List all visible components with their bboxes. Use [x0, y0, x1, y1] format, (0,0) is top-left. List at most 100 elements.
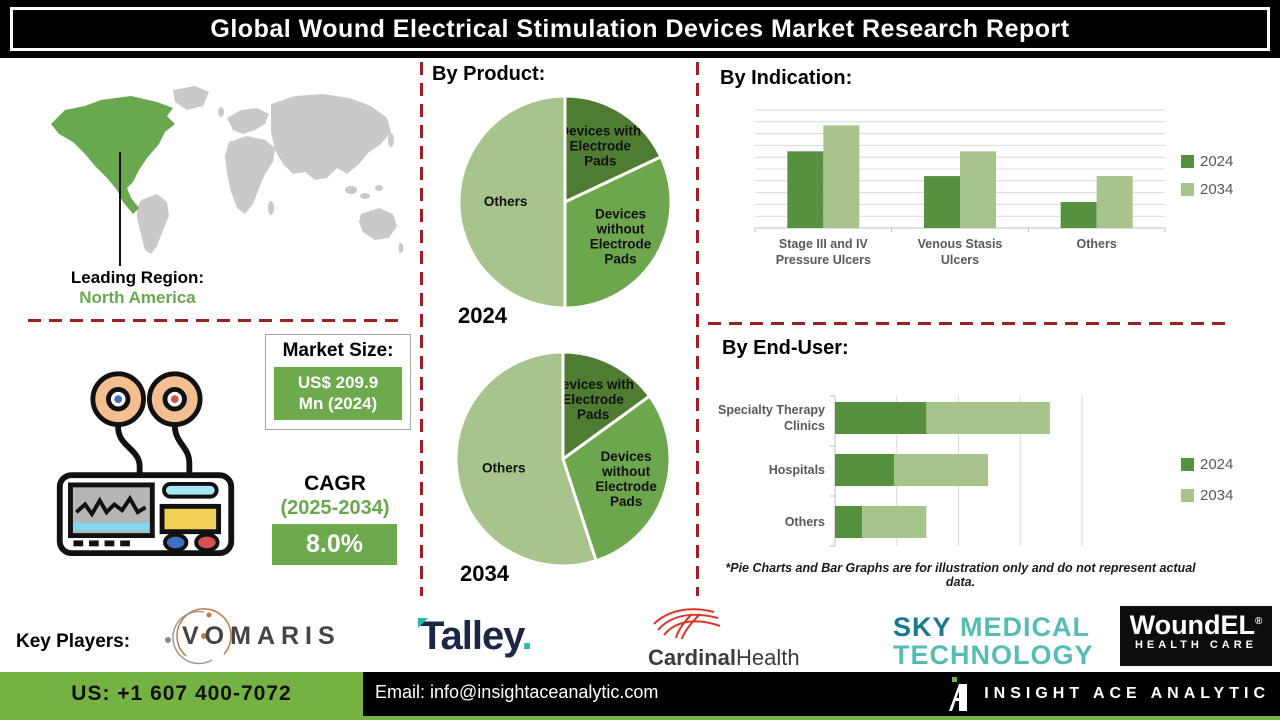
europe-shape: [227, 108, 269, 134]
pie-slice: [454, 350, 598, 568]
bar-2024: [787, 151, 824, 228]
waveform: [75, 494, 147, 518]
end-user-legend: 2024 2034: [1181, 456, 1233, 504]
cagr-period: (2025-2034): [280, 497, 390, 519]
device-button-red: [194, 532, 220, 553]
pie-slice-label: Others: [482, 460, 526, 475]
technology-wordmark: TECHNOLOGY: [893, 640, 1094, 671]
pie-slice-label: Devices with Electrode Pads: [559, 124, 641, 169]
legend-label: 2024: [1200, 456, 1234, 473]
madagascar-shape: [268, 201, 274, 215]
footer-phone-block: US: +1 607 400-7072: [0, 672, 363, 716]
category-label: Hospitals: [769, 463, 825, 477]
bar-2034: [960, 151, 996, 228]
talley-accent-icon: [418, 618, 428, 628]
by-indication-heading: By Indication:: [720, 67, 853, 89]
category-label: Venous Stasis Ulcers: [918, 237, 1003, 267]
divider-vertical-1: [420, 62, 423, 596]
bar-segment-2024: [835, 454, 895, 486]
cardinal-health-logo: CardinalHealth: [648, 602, 800, 671]
talley-wordmark: Talley: [420, 614, 522, 658]
device-button-blue: [163, 532, 189, 553]
pie-slice: [561, 350, 652, 462]
leading-region-value: North America: [79, 288, 196, 307]
email-address: Email: info@insightaceanalytic.com: [375, 682, 659, 702]
bar-segment-2034: [926, 402, 1050, 434]
category-label: Others: [1077, 237, 1117, 251]
woundel-subtitle: HEALTH CARE: [1134, 639, 1257, 652]
bar-2024: [924, 176, 960, 228]
divider-vertical-2: [696, 62, 699, 596]
product-pie-2034: Devices with Electrode Pads Devices without E…: [454, 350, 672, 568]
bar-2034: [1096, 176, 1133, 228]
cardinal-wordmark-regular: Health: [736, 645, 800, 670]
legend-label: 2024: [1200, 153, 1234, 170]
bar-2034: [823, 125, 860, 228]
legend-item: 2034: [1181, 487, 1233, 504]
uk-shape: [218, 107, 224, 117]
bar-segment-2034: [894, 454, 989, 486]
world-map: [51, 86, 404, 254]
pie-slice-label: Devices with Electrode Pads: [552, 377, 634, 422]
key-players-label: Key Players:: [16, 631, 131, 652]
vomaris-wordmark: VOMARIS: [182, 622, 341, 650]
pie-slice: [457, 94, 567, 310]
bar-segment-2024: [835, 402, 927, 434]
island-shape: [375, 185, 383, 191]
category-label: Stage III and IV Pressure Ulcers: [776, 237, 871, 267]
market-size-label: Market Size:: [282, 340, 394, 361]
brand-name: INSIGHT ACE ANALYTIC: [984, 685, 1270, 702]
market-size-value-line2: Mn (2024): [298, 394, 378, 414]
legend-item: 2024: [1181, 456, 1233, 473]
pie-slice-label: Others: [484, 194, 528, 209]
cardinal-wordmark-bold: Cardinal: [648, 645, 737, 670]
sky-wordmark: SKY: [893, 612, 952, 642]
chart-disclaimer: *Pie Charts and Bar Graphs are for illus…: [725, 561, 1196, 589]
market-size-value-line1: US$ 209.9: [297, 373, 379, 392]
end-user-bar-chart: Specialty Therapy Clinics Hospitals Others: [718, 395, 1083, 547]
map-leader-line: [119, 152, 121, 266]
australia-shape: [359, 208, 397, 240]
africa-shape: [225, 136, 275, 214]
registered-mark: ®: [1255, 616, 1263, 627]
cagr-label: CAGR: [304, 472, 366, 495]
page-title: Global Wound Electrical Stimulation Devi…: [210, 14, 1070, 43]
brand-logo: INSIGHT ACE ANALYTIC: [946, 677, 1270, 711]
pie-slice: [563, 154, 673, 310]
island-shape: [345, 186, 357, 194]
pie-slice-label: Devices without Electrode Pads: [595, 449, 657, 509]
woundel-wordmark: WoundEL: [1129, 610, 1256, 640]
product-pie-2024: Devices with Electrode Pads Devices without E…: [457, 94, 673, 310]
talley-logo: Talley.: [418, 614, 533, 658]
bar-segment-2024: [835, 506, 863, 538]
woundel-logo: WoundEL® HEALTH CARE: [1120, 606, 1272, 666]
greenland-shape: [173, 86, 209, 110]
stimulation-device-icon: [56, 371, 235, 557]
cagr-value: 8.0%: [272, 524, 397, 565]
legend-label: 2034: [1200, 487, 1234, 504]
island-shape: [360, 193, 370, 199]
sky-medical-logo: SKY MEDICAL TECHNOLOGY: [893, 613, 1094, 670]
north-america-highlight: [51, 96, 175, 214]
market-size-box: Market Size: US$ 209.9 Mn (2024): [265, 334, 411, 430]
bar-segment-2034: [862, 506, 927, 538]
leading-region: Leading Region: North America: [50, 268, 225, 308]
legend-swatch-2024: [1181, 458, 1194, 471]
by-product-heading: By Product:: [432, 63, 546, 85]
by-end-user-heading: By End-User:: [722, 337, 849, 359]
pie-slice-label: Devices without Electrode Pads: [590, 207, 652, 267]
legend-label: 2034: [1200, 181, 1234, 198]
legend-swatch-2034: [1181, 183, 1194, 196]
indication-bar-chart: Stage III and IV Pressure Ulcers Venous St…: [754, 109, 1166, 267]
legend-item: 2034: [1181, 181, 1233, 198]
divider-right-horizontal: [708, 322, 1232, 325]
phone-number: US: +1 607 400-7072: [71, 682, 292, 705]
vomaris-logo: VOMARIS: [152, 606, 352, 668]
divider-left-horizontal: [28, 319, 400, 322]
south-america-shape: [137, 194, 169, 254]
legend-swatch-2034: [1181, 489, 1194, 502]
title-bar: Global Wound Electrical Stimulation Devi…: [0, 0, 1280, 58]
new-zealand-shape: [398, 243, 404, 253]
footer-accent-strip: [0, 716, 1280, 720]
